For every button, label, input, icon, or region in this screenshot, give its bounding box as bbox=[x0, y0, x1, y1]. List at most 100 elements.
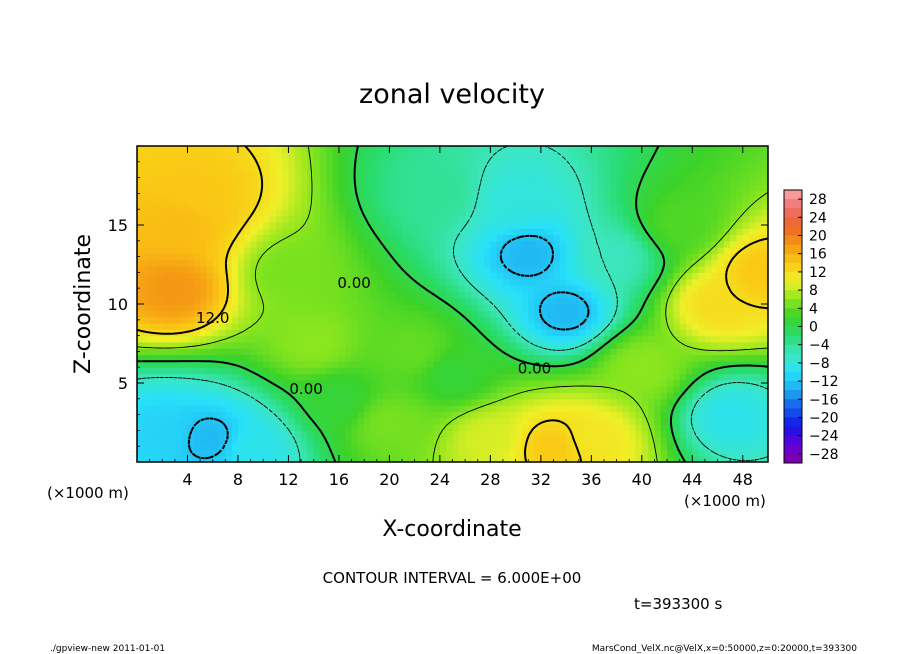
heatmap-cell bbox=[301, 373, 308, 381]
heatmap-cell bbox=[452, 291, 460, 299]
heatmap-cell bbox=[465, 177, 473, 185]
heatmap-cell bbox=[654, 221, 662, 229]
heatmap-cell bbox=[319, 392, 327, 400]
heatmap-cell bbox=[237, 310, 245, 318]
heatmap-cell bbox=[534, 215, 542, 223]
heatmap-cell bbox=[427, 405, 435, 413]
heatmap-cell bbox=[288, 253, 296, 261]
heatmap-cell bbox=[174, 164, 182, 172]
heatmap-cell bbox=[667, 297, 674, 305]
heatmap-cell bbox=[578, 392, 586, 400]
heatmap-cell bbox=[465, 392, 473, 400]
heatmap-cell bbox=[458, 259, 466, 267]
heatmap-cell bbox=[547, 272, 555, 280]
heatmap-cell bbox=[250, 322, 258, 330]
heatmap-cell bbox=[200, 335, 208, 343]
heatmap-cell bbox=[433, 171, 441, 179]
heatmap-cell bbox=[219, 417, 226, 425]
heatmap-cell bbox=[471, 386, 479, 394]
heatmap-cell bbox=[332, 152, 340, 160]
heatmap-cell bbox=[591, 164, 599, 172]
heatmap-cell bbox=[553, 443, 561, 450]
heatmap-cell bbox=[458, 322, 466, 330]
heatmap-cell bbox=[711, 297, 719, 305]
heatmap-cell bbox=[294, 297, 302, 305]
heatmap-cell bbox=[433, 455, 441, 462]
heatmap-cell bbox=[610, 430, 618, 438]
heatmap-cell bbox=[761, 291, 768, 299]
heatmap-cell bbox=[692, 443, 700, 450]
heatmap-cell bbox=[610, 266, 618, 273]
heatmap-cell bbox=[559, 430, 567, 438]
heatmap-cell bbox=[389, 291, 397, 299]
heatmap-cell bbox=[269, 183, 277, 191]
heatmap-cell bbox=[433, 329, 441, 337]
heatmap-cell bbox=[496, 240, 504, 248]
heatmap-cell bbox=[484, 360, 491, 368]
heatmap-cell bbox=[338, 443, 346, 450]
heatmap-cell bbox=[704, 278, 712, 286]
heatmap-cell bbox=[654, 335, 662, 343]
heatmap-cell bbox=[250, 177, 258, 185]
heatmap-cell bbox=[711, 152, 719, 160]
heatmap-cell bbox=[250, 348, 258, 356]
heatmap-cell bbox=[269, 322, 277, 330]
heatmap-cell bbox=[427, 177, 435, 185]
heatmap-cell bbox=[256, 316, 264, 324]
heatmap-cell bbox=[679, 367, 687, 375]
heatmap-cell bbox=[420, 291, 428, 299]
heatmap-cell bbox=[345, 329, 353, 337]
heatmap-cell bbox=[187, 278, 195, 286]
heatmap-cell bbox=[685, 379, 693, 387]
heatmap-cell bbox=[723, 253, 731, 261]
heatmap-cell bbox=[667, 146, 674, 153]
heatmap-cell bbox=[723, 436, 731, 444]
heatmap-cell bbox=[338, 177, 346, 185]
heatmap-cell bbox=[502, 449, 510, 457]
heatmap-cell bbox=[288, 171, 296, 179]
heatmap-cell bbox=[648, 228, 656, 236]
heatmap-cell bbox=[578, 424, 586, 431]
heatmap-cell bbox=[635, 449, 643, 457]
heatmap-cell bbox=[635, 266, 643, 273]
heatmap-cell bbox=[673, 171, 681, 179]
heatmap-cell bbox=[357, 278, 365, 286]
heatmap-cell bbox=[338, 285, 346, 292]
heatmap-cell bbox=[641, 196, 649, 204]
heatmap-cell bbox=[704, 341, 712, 349]
heatmap-cell bbox=[168, 411, 176, 419]
heatmap-cell bbox=[219, 436, 226, 444]
heatmap-cell bbox=[446, 152, 454, 160]
heatmap-cell bbox=[723, 417, 731, 425]
heatmap-cell bbox=[698, 183, 706, 191]
heatmap-cell bbox=[603, 335, 611, 343]
heatmap-cell bbox=[484, 240, 491, 248]
heatmap-cell bbox=[723, 234, 731, 242]
heatmap-cell bbox=[326, 398, 334, 406]
heatmap-cell bbox=[755, 234, 763, 242]
heatmap-cell bbox=[389, 158, 397, 166]
heatmap-cell bbox=[439, 398, 447, 406]
heatmap-cell bbox=[338, 329, 346, 337]
heatmap-cell bbox=[528, 183, 536, 191]
heatmap-cell bbox=[534, 285, 542, 292]
heatmap-cell bbox=[269, 152, 277, 160]
heatmap-cell bbox=[654, 392, 662, 400]
heatmap-cell bbox=[685, 146, 693, 153]
heatmap-cell bbox=[685, 240, 693, 248]
heatmap-cell bbox=[408, 436, 416, 444]
heatmap-cell bbox=[749, 367, 756, 375]
heatmap-cell bbox=[641, 341, 649, 349]
heatmap-cell bbox=[250, 215, 258, 223]
heatmap-cell bbox=[717, 449, 725, 457]
heatmap-cell bbox=[616, 335, 624, 343]
heatmap-cell bbox=[540, 240, 548, 248]
heatmap-cell bbox=[742, 177, 750, 185]
heatmap-cell bbox=[660, 367, 668, 375]
heatmap-cell bbox=[414, 373, 422, 381]
heatmap-cell bbox=[585, 177, 592, 185]
heatmap-cell bbox=[458, 360, 466, 368]
heatmap-cell bbox=[433, 367, 441, 375]
heatmap-cell bbox=[294, 190, 302, 198]
heatmap-cell bbox=[622, 335, 630, 343]
